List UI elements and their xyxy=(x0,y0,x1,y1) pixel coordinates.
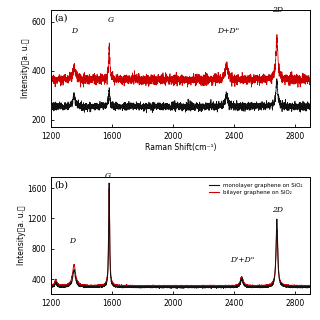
Text: G: G xyxy=(105,172,111,180)
X-axis label: Raman Shift(cm⁻¹): Raman Shift(cm⁻¹) xyxy=(145,142,217,152)
Text: (b): (b) xyxy=(54,180,68,189)
Y-axis label: Intensity（a. u.）: Intensity（a. u.） xyxy=(17,206,26,265)
Text: G: G xyxy=(108,16,114,24)
Y-axis label: Intensity（a. u.）: Intensity（a. u.） xyxy=(21,39,30,98)
Text: D: D xyxy=(71,28,77,36)
Text: D'+D": D'+D" xyxy=(230,256,254,264)
Text: 2D: 2D xyxy=(272,6,283,14)
Text: D: D xyxy=(69,237,76,245)
Text: 2D: 2D xyxy=(272,206,283,214)
Text: (a): (a) xyxy=(54,13,67,22)
Legend: monolayer graphene on SiO₂, bilayer graphene on SiO₂: monolayer graphene on SiO₂, bilayer grap… xyxy=(206,181,305,197)
Text: D+D": D+D" xyxy=(217,28,239,36)
